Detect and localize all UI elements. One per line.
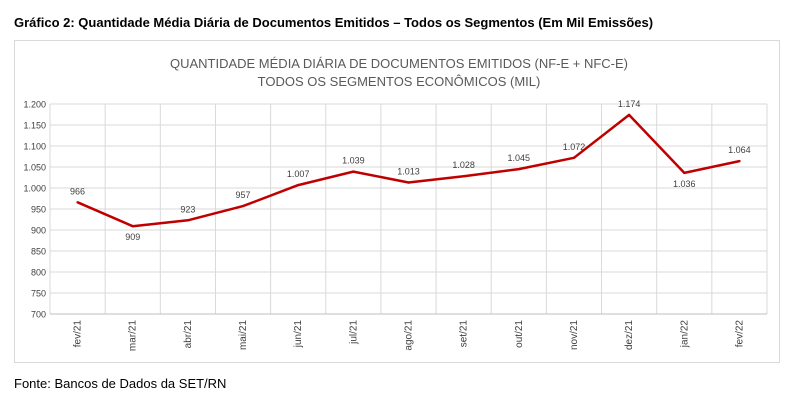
data-point: [738, 159, 741, 163]
data-point: [76, 201, 79, 204]
x-tick-label: jun/21: [293, 320, 304, 349]
figure-caption: Gráfico 2: Quantidade Média Diária de Do…: [14, 15, 654, 30]
x-tick-label: fev/22: [734, 320, 745, 348]
y-axis: 700 750 800 850 900 950 1.000 1.050 1.100 1.150 1.…: [23, 100, 46, 320]
data-label: 923: [180, 204, 195, 214]
data-label: 1.036: [673, 179, 696, 189]
data-label: 1.064: [728, 145, 751, 155]
y-tick-label: 700: [31, 310, 46, 320]
x-tick-label: abr/21: [183, 320, 194, 349]
y-tick-label: 1.000: [23, 184, 46, 194]
data-point: [186, 219, 190, 222]
data-label: 1.174: [618, 99, 641, 109]
data-point: [627, 113, 631, 117]
data-point: [572, 156, 576, 159]
data-label: 1.045: [508, 153, 531, 163]
data-label: 909: [125, 232, 140, 242]
data-label: 1.039: [342, 156, 365, 166]
gridlines: [49, 103, 768, 315]
data-point: [352, 170, 355, 173]
data-point: [462, 175, 465, 178]
x-tick-label: nov/21: [569, 320, 580, 350]
series: [76, 113, 741, 228]
x-tick-label: jul/21: [348, 320, 359, 345]
chart-subtitle: TODOS OS SEGMENTOS ECONÔMICOS (MIL): [258, 74, 541, 89]
y-tick-label: 1.200: [23, 100, 46, 110]
y-tick-label: 1.100: [23, 142, 46, 152]
x-tick-label: jan/22: [679, 320, 690, 349]
x-tick-label: mai/21: [238, 320, 249, 350]
x-tick-label: fev/21: [73, 320, 84, 348]
y-tick-label: 800: [31, 268, 46, 278]
data-point: [517, 167, 521, 171]
data-labels: 966 909 923 957 1.007 1.039 1.013 1.028 1.045 1.0…: [70, 99, 751, 242]
line-chart: QUANTIDADE MÉDIA DIÁRIA DE DOCUMENTOS EM…: [23, 56, 768, 352]
data-point: [296, 183, 300, 187]
x-tick-label: dez/21: [624, 320, 635, 350]
y-tick-label: 900: [31, 226, 46, 236]
y-tick-label: 1.150: [23, 121, 46, 131]
x-axis: fev/21 mar/21 abr/21 mai/21 jun/21 jul/21 ago/…: [50, 313, 767, 352]
x-tick-label: out/21: [514, 320, 525, 348]
data-point: [241, 204, 245, 208]
y-tick-label: 1.050: [23, 163, 46, 173]
x-tick-label: mar/21: [128, 320, 139, 352]
data-point: [683, 171, 686, 175]
data-point: [131, 225, 134, 228]
x-tick-label: ago/21: [404, 320, 415, 351]
y-tick-label: 850: [31, 247, 46, 257]
data-label: 957: [236, 190, 251, 200]
data-label: 1.007: [287, 169, 310, 179]
chart-frame: QUANTIDADE MÉDIA DIÁRIA DE DOCUMENTOS EM…: [14, 40, 780, 363]
data-point: [407, 181, 410, 184]
data-label: 1.028: [452, 160, 475, 170]
y-tick-label: 750: [31, 289, 46, 299]
data-label: 1.072: [563, 142, 586, 152]
data-label: 966: [70, 186, 85, 196]
source-note: Fonte: Bancos de Dados da SET/RN: [14, 376, 227, 391]
data-label: 1.013: [397, 167, 420, 177]
x-tick-label: set/21: [459, 320, 470, 348]
chart-title: QUANTIDADE MÉDIA DIÁRIA DE DOCUMENTOS EM…: [170, 56, 628, 71]
y-tick-label: 950: [31, 205, 46, 215]
